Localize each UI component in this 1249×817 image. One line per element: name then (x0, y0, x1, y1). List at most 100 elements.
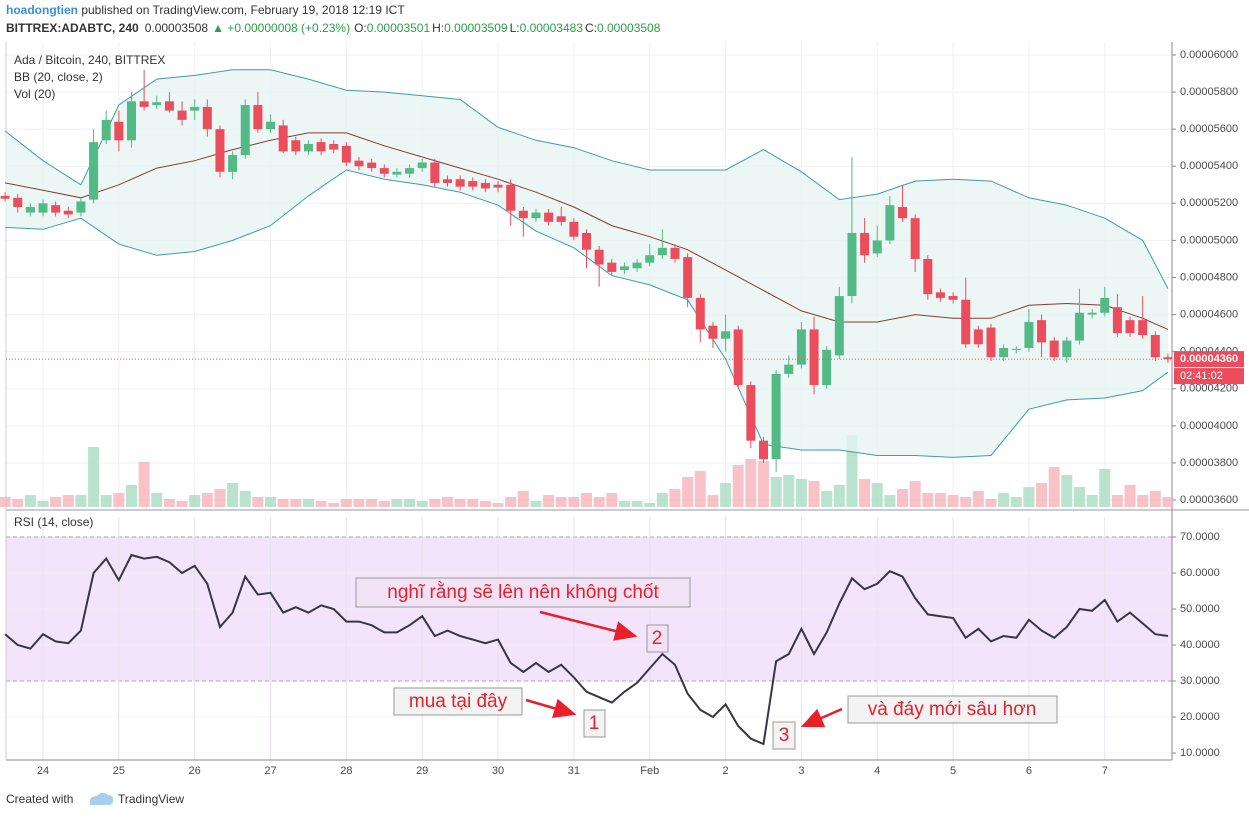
candle-body (367, 162, 377, 169)
volume-bar (24, 495, 36, 507)
volume-bar (821, 491, 833, 507)
volume-bar (404, 499, 416, 507)
volume-bar (593, 497, 605, 507)
volume-bar (682, 477, 694, 507)
candle-body (405, 168, 415, 174)
y-tick-label: 0.00005000 (1180, 234, 1238, 246)
x-tick-label: Feb (640, 765, 659, 777)
candle-body (847, 232, 857, 297)
volume-bar (833, 485, 845, 507)
candle-body (1087, 312, 1097, 315)
symbol-line: BITTREX:ADABTC, 240 0.00003508 ▲ +0.000000… (6, 21, 661, 35)
volume-bar (113, 493, 125, 507)
volume-bar (328, 503, 340, 507)
candle-body (266, 121, 276, 130)
y-tick-label: 30.0000 (1180, 675, 1220, 687)
volume-bar (555, 497, 567, 507)
volume-bar (62, 495, 74, 507)
volume-bar (644, 503, 656, 507)
candle-body (898, 207, 908, 219)
volume-bar (201, 493, 213, 507)
volume-bar (290, 499, 302, 507)
candle-body (1100, 297, 1110, 313)
candle-body (341, 145, 351, 163)
annotation: 1 (589, 713, 600, 734)
x-tick-label: 27 (264, 765, 276, 777)
volume-bar (125, 485, 137, 507)
volume-bar (479, 501, 491, 507)
volume-bar (884, 495, 896, 507)
logo (89, 792, 114, 805)
candle-body (240, 105, 250, 156)
candle-body (38, 203, 48, 213)
volume-bar (1099, 469, 1111, 507)
footer: Created with (6, 792, 73, 806)
candle-body (822, 349, 832, 386)
volume-bar (189, 495, 201, 507)
candle-body (177, 110, 187, 120)
y-tick-label: 0.00004600 (1180, 308, 1238, 320)
candle-body (468, 181, 478, 187)
candle-body (455, 179, 465, 187)
volume-bar (227, 483, 239, 507)
candle-body (278, 125, 288, 152)
volume-bar (1137, 495, 1149, 507)
candle-body (1062, 340, 1072, 358)
author[interactable]: hoadongtien (6, 3, 78, 17)
candle-body (63, 210, 73, 215)
y-tick-label: 0.00004800 (1180, 271, 1238, 283)
volume-bar (517, 491, 529, 507)
candle-body (518, 210, 528, 219)
volume-bar (669, 489, 681, 507)
candle-body (784, 364, 794, 374)
volume-bar (694, 471, 706, 507)
candle-body (392, 171, 402, 175)
header-line: hoadongtien published on TradingView.com… (6, 3, 405, 17)
candle-body (379, 168, 389, 174)
candle-body (999, 347, 1009, 358)
ohlc-value: 0.00003501 (367, 21, 431, 35)
candle-body (645, 255, 655, 263)
volume-bar (859, 479, 871, 507)
candle-body (556, 216, 566, 222)
brand[interactable]: TradingView (118, 792, 184, 806)
published: published on TradingView.com, February 1… (78, 3, 405, 17)
arrow (800, 707, 843, 728)
candle-body (531, 212, 541, 219)
y-tick-label: 0.00003800 (1180, 457, 1238, 469)
candle-body (1049, 340, 1059, 358)
annotation-box (583, 709, 606, 738)
candle-body (771, 373, 781, 460)
y-tick-label: 0.00005800 (1180, 86, 1238, 98)
volume-bar (985, 499, 997, 507)
volume-bar (720, 483, 732, 507)
y-tick-label: 0.00006000 (1180, 49, 1238, 61)
y-tick-label: 0.00003600 (1180, 494, 1238, 506)
x-tick-label: 30 (492, 765, 504, 777)
candle-body (1024, 322, 1034, 348)
volume-bar (530, 501, 542, 507)
candle-body (721, 331, 731, 339)
volume-bar (745, 459, 757, 507)
volume-bar (1073, 487, 1085, 507)
candle-body (329, 143, 339, 150)
annotation-box (772, 721, 796, 750)
x-tick-label: 2 (722, 765, 728, 777)
change: ▲ +0.00000008 (+0.23%) (212, 21, 350, 35)
volume-bar (492, 503, 504, 507)
volume-bar (1048, 467, 1060, 507)
volume-bar (568, 497, 580, 507)
volume-bar (391, 499, 403, 507)
arrow (525, 698, 577, 718)
volume-bar (732, 465, 744, 507)
volume-bar (0, 497, 11, 507)
annotation: nghĩ rằng sẽ lên nên không chốt (387, 581, 659, 603)
candle-body (746, 385, 756, 441)
volume-bar (783, 475, 795, 507)
candle-body (89, 142, 99, 200)
candle-body (215, 129, 225, 172)
candle-body (253, 105, 263, 130)
y-tick-label: 70.0000 (1180, 531, 1220, 543)
volume-bar (315, 501, 327, 507)
